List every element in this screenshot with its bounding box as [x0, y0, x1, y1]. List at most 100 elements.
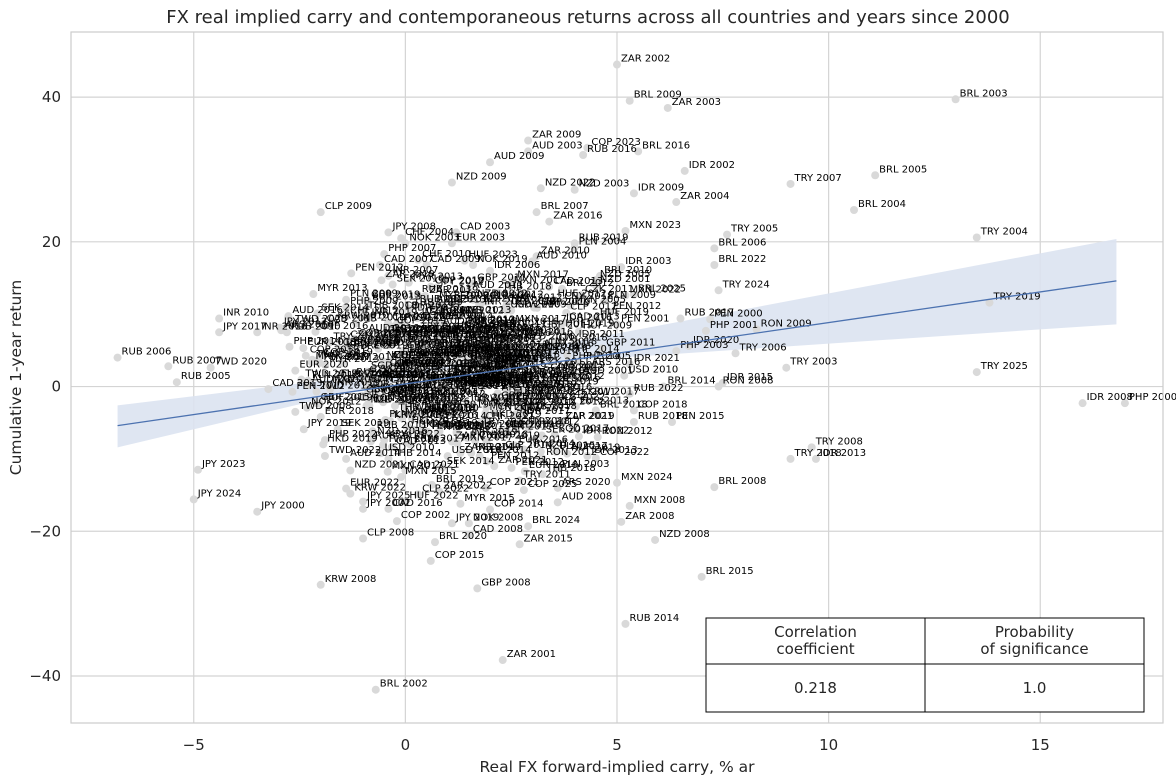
cluster-point-label: NZD 2016 [453, 370, 504, 381]
cluster-point-label: THB 2018 [509, 326, 559, 337]
data-point-label: TRY 2018 [794, 448, 842, 459]
data-point-label: COP 2002 [401, 510, 451, 521]
cluster-point-label: INR 2019 [490, 330, 536, 341]
cluster-point-label: NOK 2012 [493, 290, 544, 301]
data-point-label: BRL 2003 [960, 88, 1008, 99]
cluster-point-label: IDR 2017 [524, 406, 570, 417]
cluster-point [453, 311, 462, 320]
data-point [414, 490, 423, 499]
cluster-point [415, 392, 424, 401]
cluster-point-label: ILS 2019 [481, 419, 525, 430]
cluster-point [313, 309, 322, 318]
cluster-point-label: ARS 2016 [468, 361, 517, 372]
data-point-label: BRL 2005 [879, 164, 927, 175]
data-point-label: ZAR 2002 [621, 54, 670, 65]
data-point-label: BRL 2008 [718, 476, 766, 487]
cluster-point [502, 348, 511, 357]
x-tick-label: 5 [612, 736, 622, 754]
cluster-point-label: CAD 2013 [388, 362, 438, 373]
data-point-label: JPY 2002 [366, 498, 411, 509]
data-point [206, 363, 215, 372]
cluster-point-label: PHP 2014 [468, 316, 516, 327]
data-point-label: JPY 2015 [370, 387, 415, 398]
cluster-point [471, 436, 480, 445]
data-point-label: NOK 2019 [477, 254, 528, 265]
data-point [320, 436, 329, 445]
cluster-point-label: NOK 2012 [311, 397, 362, 408]
data-point [346, 489, 355, 498]
cluster-point-label: CNY 2018 [521, 416, 570, 427]
data-point-label: INR 2016 [261, 321, 307, 332]
cluster-point [591, 314, 600, 323]
cluster-point [516, 386, 525, 395]
cluster-point [430, 417, 439, 426]
data-point-label: ZAR 2010 [541, 245, 590, 256]
cluster-point-label: MXN 2017 [515, 314, 567, 325]
cluster-point [533, 303, 542, 312]
data-point [519, 445, 528, 454]
cluster-point-label: USD 2010 [483, 327, 533, 338]
data-point [172, 378, 181, 387]
cluster-point-label: CLP 2014 [448, 372, 495, 383]
data-point [629, 406, 638, 415]
cluster-point-label: KRW 2017 [414, 433, 466, 444]
data-point-label: KRW 2013 [409, 381, 461, 392]
data-point [871, 171, 880, 180]
cluster-point-label: JPY 2012 [400, 313, 445, 324]
data-point-label: MXN 2014 [524, 369, 576, 380]
data-point-label: CAD 2021 [409, 459, 459, 470]
cluster-point [502, 332, 511, 341]
data-point-label: ZAR 2009 [532, 130, 581, 141]
cluster-point-label: BRL 2019 [432, 373, 480, 384]
cluster-point [509, 276, 518, 285]
cluster-point [285, 342, 294, 351]
cluster-point [325, 338, 334, 347]
data-point-label: COP 2007 [359, 328, 409, 339]
cluster-point-label: PHP 2014 [294, 336, 342, 347]
data-point-label: COP 2023 [591, 137, 641, 148]
data-point-label: BRL 2025 [638, 284, 686, 295]
cluster-point-label: MYR 2013 [489, 402, 539, 413]
data-point [426, 556, 435, 565]
data-point-label: TRY 2005 [730, 224, 778, 235]
cluster-point [475, 452, 484, 461]
cluster-point [550, 339, 559, 348]
data-point [613, 478, 621, 487]
data-point-label: CAD 2016 [392, 498, 442, 509]
data-point-label: PLN 2013 [312, 370, 360, 381]
cluster-point-label: RUB 2013 [422, 284, 472, 295]
data-point [570, 243, 579, 252]
data-point [591, 406, 600, 415]
data-point-label: PLN 2009 [608, 290, 656, 301]
data-point-label: KRW 2009 [515, 300, 567, 311]
data-point-label: RUB 2017 [684, 308, 734, 319]
data-point [574, 432, 583, 441]
cluster-point-label: SEK 2014 [484, 445, 532, 456]
cluster-point-label: CAD 2013 [327, 313, 377, 324]
data-point-label: ZAR 2001 [507, 649, 556, 660]
cluster-point-label: KRW 2017 [394, 410, 446, 421]
data-point [583, 143, 592, 152]
cluster-point-label: JPY 2012 [447, 325, 492, 336]
cluster-point-label: BRL 2019 [409, 348, 457, 359]
data-point [498, 656, 507, 665]
cluster-point-label: EUR 2013 [442, 324, 491, 335]
data-point-label: RUB 2022 [634, 383, 684, 394]
cluster-point [425, 346, 434, 355]
data-point [359, 504, 368, 513]
cluster-point [402, 354, 411, 363]
data-point [676, 314, 685, 323]
cluster-point-label: RUB 2013 [441, 335, 491, 346]
data-point-label: COP 2022 [600, 447, 650, 458]
data-point-label: NOK 2008 [473, 512, 524, 523]
data-point-label: CHF 2012 [350, 305, 399, 316]
data-point-label: RUB 2006 [122, 347, 172, 358]
cluster-point-label: ILS 2019 [392, 324, 436, 335]
data-point [287, 321, 296, 330]
data-point-label: TRY 2024 [722, 279, 770, 290]
cluster-point [445, 312, 454, 321]
data-point-label: INR 2010 [223, 308, 269, 319]
cluster-point-label: NZD 2016 [500, 328, 551, 339]
data-point [659, 382, 668, 391]
data-point [668, 417, 677, 426]
